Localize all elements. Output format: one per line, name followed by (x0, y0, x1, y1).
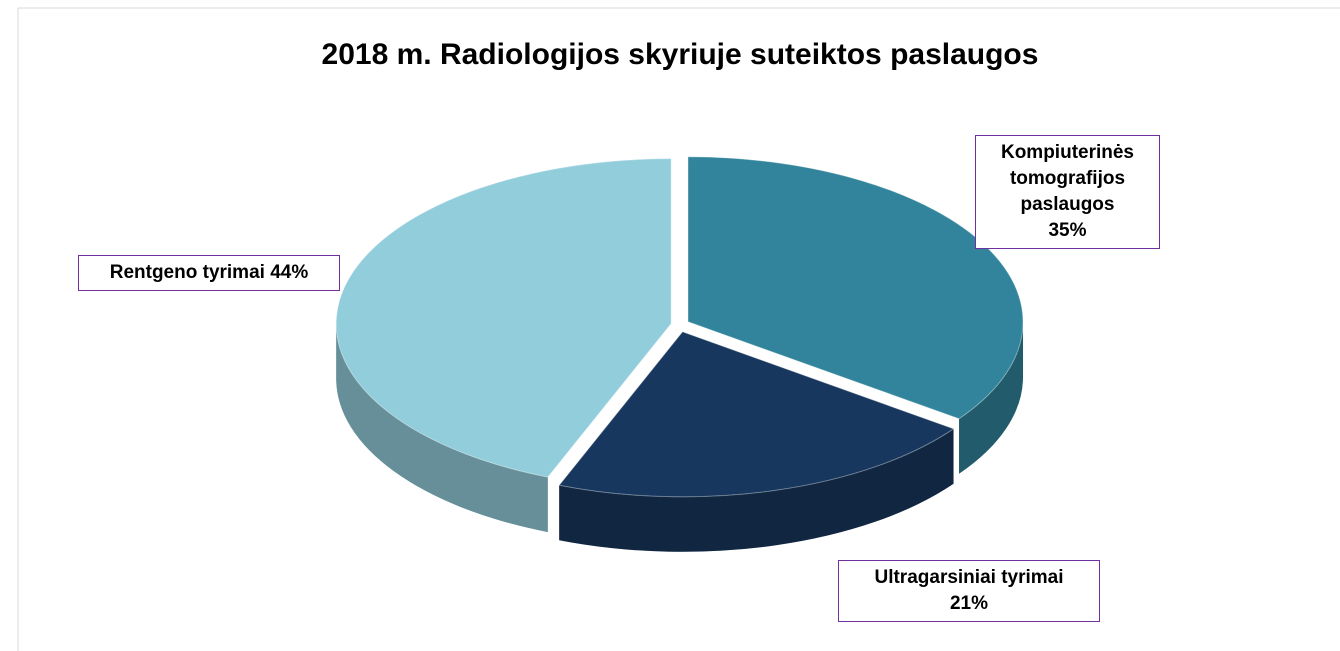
slice-side (559, 428, 954, 552)
chart-title: 2018 m. Radiologijos skyriuje suteiktos … (322, 38, 1039, 71)
slice-top (558, 331, 955, 498)
slice-side-shade (959, 321, 1024, 474)
data-label: Rentgeno tyrimai 44% (78, 255, 340, 291)
pie-slice (335, 158, 672, 533)
label-name: Kompiuterinės tomografijos paslaugos (1000, 142, 1135, 215)
label-value: 44% (270, 262, 309, 283)
label-name: Rentgeno tyrimai (109, 262, 265, 283)
label-value: 35% (1048, 220, 1087, 241)
slice-side-shade (336, 323, 548, 533)
data-label: Ultragarsiniai tyrimai 21% (838, 560, 1100, 622)
data-label: Kompiuterinės tomografijos paslaugos 35% (975, 135, 1160, 249)
slice-top (335, 158, 672, 478)
pie-slice (558, 331, 955, 552)
slice-side-shade (559, 428, 954, 552)
label-value: 21% (949, 593, 989, 614)
slice-side (336, 323, 548, 533)
label-name: Ultragarsiniai tyrimai (874, 567, 1064, 588)
slice-side (959, 321, 1024, 474)
chart-frame (17, 7, 1340, 651)
